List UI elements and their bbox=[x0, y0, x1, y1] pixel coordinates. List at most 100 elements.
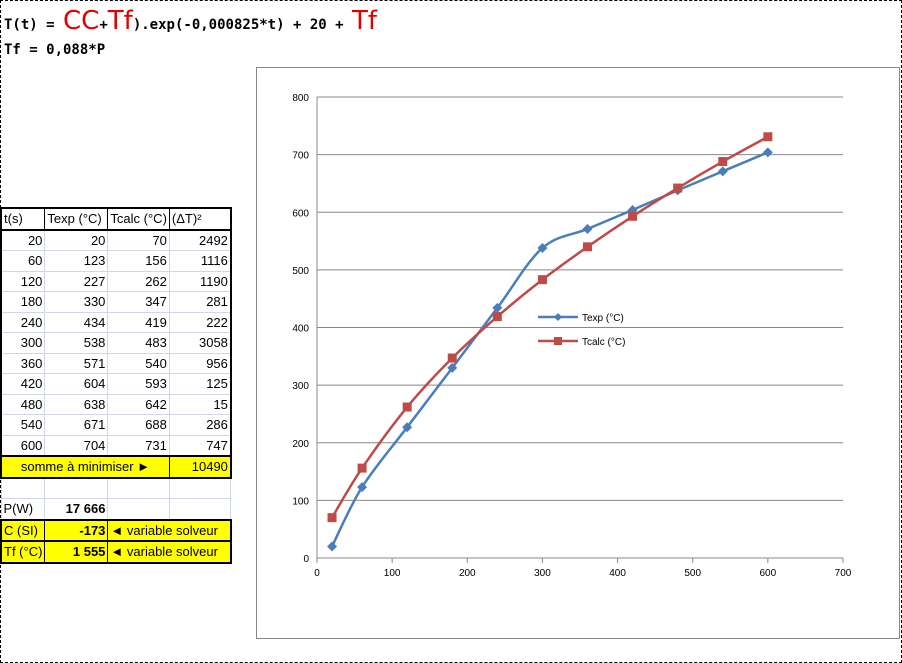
table-cell[interactable]: 1116 bbox=[168, 250, 232, 272]
data-point-square bbox=[583, 242, 593, 252]
table-cell[interactable]: 20 bbox=[44, 229, 109, 251]
legend-label: Texp (°C) bbox=[582, 313, 624, 324]
header-cell[interactable]: Texp (°C) bbox=[44, 207, 109, 230]
table-cell[interactable]: 434 bbox=[44, 311, 109, 333]
sum-label[interactable]: somme à minimiser ► bbox=[0, 455, 170, 478]
power-row: P(W) 17 666 bbox=[0, 498, 232, 520]
sum-value[interactable]: 10490 bbox=[168, 455, 232, 478]
formula-line-1: T(t) = CC+Tf).exp(-0,000825*t) + 20 + Tf bbox=[4, 6, 378, 36]
data-point-diamond bbox=[402, 422, 413, 433]
data-point-diamond bbox=[762, 147, 773, 158]
table-cell[interactable]: 704 bbox=[44, 434, 109, 457]
table-cell[interactable]: 731 bbox=[107, 434, 170, 457]
table-cell[interactable]: 180 bbox=[0, 291, 46, 313]
x-tick-label: 600 bbox=[760, 568, 777, 579]
table-row: 360 571 540 956 bbox=[0, 352, 232, 374]
table-cell[interactable]: 2492 bbox=[168, 229, 232, 251]
data-point-square bbox=[673, 183, 683, 193]
table-cell[interactable]: 638 bbox=[44, 393, 109, 415]
x-tick-label: 400 bbox=[609, 568, 626, 579]
tf-label[interactable]: Tf (°C) bbox=[0, 540, 46, 563]
legend-label: Tcalc (°C) bbox=[582, 337, 625, 348]
table-row: 480 638 642 15 bbox=[0, 393, 232, 415]
table-cell[interactable]: 227 bbox=[44, 270, 109, 292]
table-row: 540 671 688 286 bbox=[0, 414, 232, 436]
y-tick-label: 100 bbox=[292, 496, 309, 507]
data-point-diamond bbox=[357, 482, 368, 493]
chart[interactable]: 0 100 200 300 400 500 600 700 800 0 100 200 300 400 50… bbox=[256, 67, 900, 639]
tf-value[interactable]: 1 555 bbox=[44, 540, 109, 563]
table-cell[interactable]: 360 bbox=[0, 352, 46, 374]
y-tick-label: 0 bbox=[303, 554, 309, 565]
data-point-square bbox=[492, 312, 502, 322]
table-cell[interactable]: 956 bbox=[168, 352, 232, 374]
table-cell[interactable]: 747 bbox=[168, 434, 232, 457]
c-value[interactable]: -173 bbox=[44, 519, 109, 542]
table-cell[interactable]: 540 bbox=[107, 352, 170, 374]
data-point-diamond bbox=[327, 541, 338, 552]
table-cell[interactable]: 671 bbox=[44, 414, 109, 436]
table-cell[interactable]: 70 bbox=[107, 229, 170, 251]
table-cell[interactable]: 262 bbox=[107, 270, 170, 292]
table-row: 60 123 156 1116 bbox=[0, 250, 232, 272]
table-cell[interactable]: 240 bbox=[0, 311, 46, 333]
y-tick-label: 800 bbox=[292, 93, 309, 104]
table-cell[interactable]: 222 bbox=[168, 311, 232, 333]
y-tick-label: 600 bbox=[292, 208, 309, 219]
table-cell[interactable]: 642 bbox=[107, 393, 170, 415]
data-point-square bbox=[327, 513, 337, 523]
table-cell[interactable]: 1190 bbox=[168, 270, 232, 292]
x-tick-label: 100 bbox=[384, 568, 401, 579]
y-tick-label: 200 bbox=[292, 439, 309, 450]
table-row: 300 538 483 3058 bbox=[0, 332, 232, 354]
table-cell[interactable]: 125 bbox=[168, 373, 232, 395]
table-cell[interactable]: 347 bbox=[107, 291, 170, 313]
table-cell[interactable]: 330 bbox=[44, 291, 109, 313]
table-cell[interactable]: 20 bbox=[0, 229, 46, 251]
table-cell[interactable]: 60 bbox=[0, 250, 46, 272]
data-point-square bbox=[402, 402, 412, 412]
table-cell[interactable]: 286 bbox=[168, 414, 232, 436]
table-cell[interactable]: 3058 bbox=[168, 332, 232, 354]
y-tick-label: 700 bbox=[292, 151, 309, 162]
data-point-diamond bbox=[447, 362, 458, 373]
table-cell[interactable]: 604 bbox=[44, 373, 109, 395]
table-cell[interactable]: 156 bbox=[107, 250, 170, 272]
c-label[interactable]: C (SI) bbox=[0, 519, 46, 542]
table-cell[interactable]: 420 bbox=[0, 373, 46, 395]
table-cell[interactable]: 15 bbox=[168, 393, 232, 415]
table-cell[interactable]: 281 bbox=[168, 291, 232, 313]
p-label[interactable]: P(W) bbox=[0, 498, 46, 520]
table-cell[interactable]: 688 bbox=[107, 414, 170, 436]
header-cell[interactable]: (ΔT)² bbox=[168, 207, 232, 230]
header-cell[interactable]: Tcalc (°C) bbox=[107, 207, 170, 230]
x-tick-label: 300 bbox=[534, 568, 551, 579]
table-row: 120 227 262 1190 bbox=[0, 270, 232, 292]
p-value[interactable]: 17 666 bbox=[44, 498, 109, 520]
table-cell[interactable]: 120 bbox=[0, 270, 46, 292]
table-cell[interactable]: 571 bbox=[44, 352, 109, 374]
x-tick-label: 500 bbox=[684, 568, 701, 579]
data-point-diamond bbox=[717, 166, 728, 177]
table-cell[interactable]: 419 bbox=[107, 311, 170, 333]
table-cell[interactable]: 123 bbox=[44, 250, 109, 272]
data-point-square bbox=[447, 353, 457, 363]
tf-note[interactable]: ◄ variable solveur bbox=[107, 540, 232, 563]
table-cell[interactable]: 600 bbox=[0, 434, 46, 457]
table-row: 180 330 347 281 bbox=[0, 291, 232, 313]
header-cell[interactable]: t(s) bbox=[0, 207, 46, 230]
data-point-square bbox=[537, 275, 547, 285]
table-row: 600 704 731 747 bbox=[0, 434, 232, 457]
table-cell[interactable]: 540 bbox=[0, 414, 46, 436]
data-table: t(s) Texp (°C) Tcalc (°C) (ΔT)² 20 20 70 2492 6… bbox=[0, 207, 232, 564]
x-tick-label: 700 bbox=[835, 568, 852, 579]
data-point-diamond bbox=[537, 242, 548, 253]
table-cell[interactable]: 300 bbox=[0, 332, 46, 354]
c-note[interactable]: ◄ variable solveur bbox=[107, 519, 232, 542]
table-cell[interactable]: 593 bbox=[107, 373, 170, 395]
table-cell[interactable]: 483 bbox=[107, 332, 170, 354]
table-cell[interactable]: 480 bbox=[0, 393, 46, 415]
y-tick-label: 500 bbox=[292, 266, 309, 277]
x-tick-label: 200 bbox=[459, 568, 476, 579]
table-cell[interactable]: 538 bbox=[44, 332, 109, 354]
